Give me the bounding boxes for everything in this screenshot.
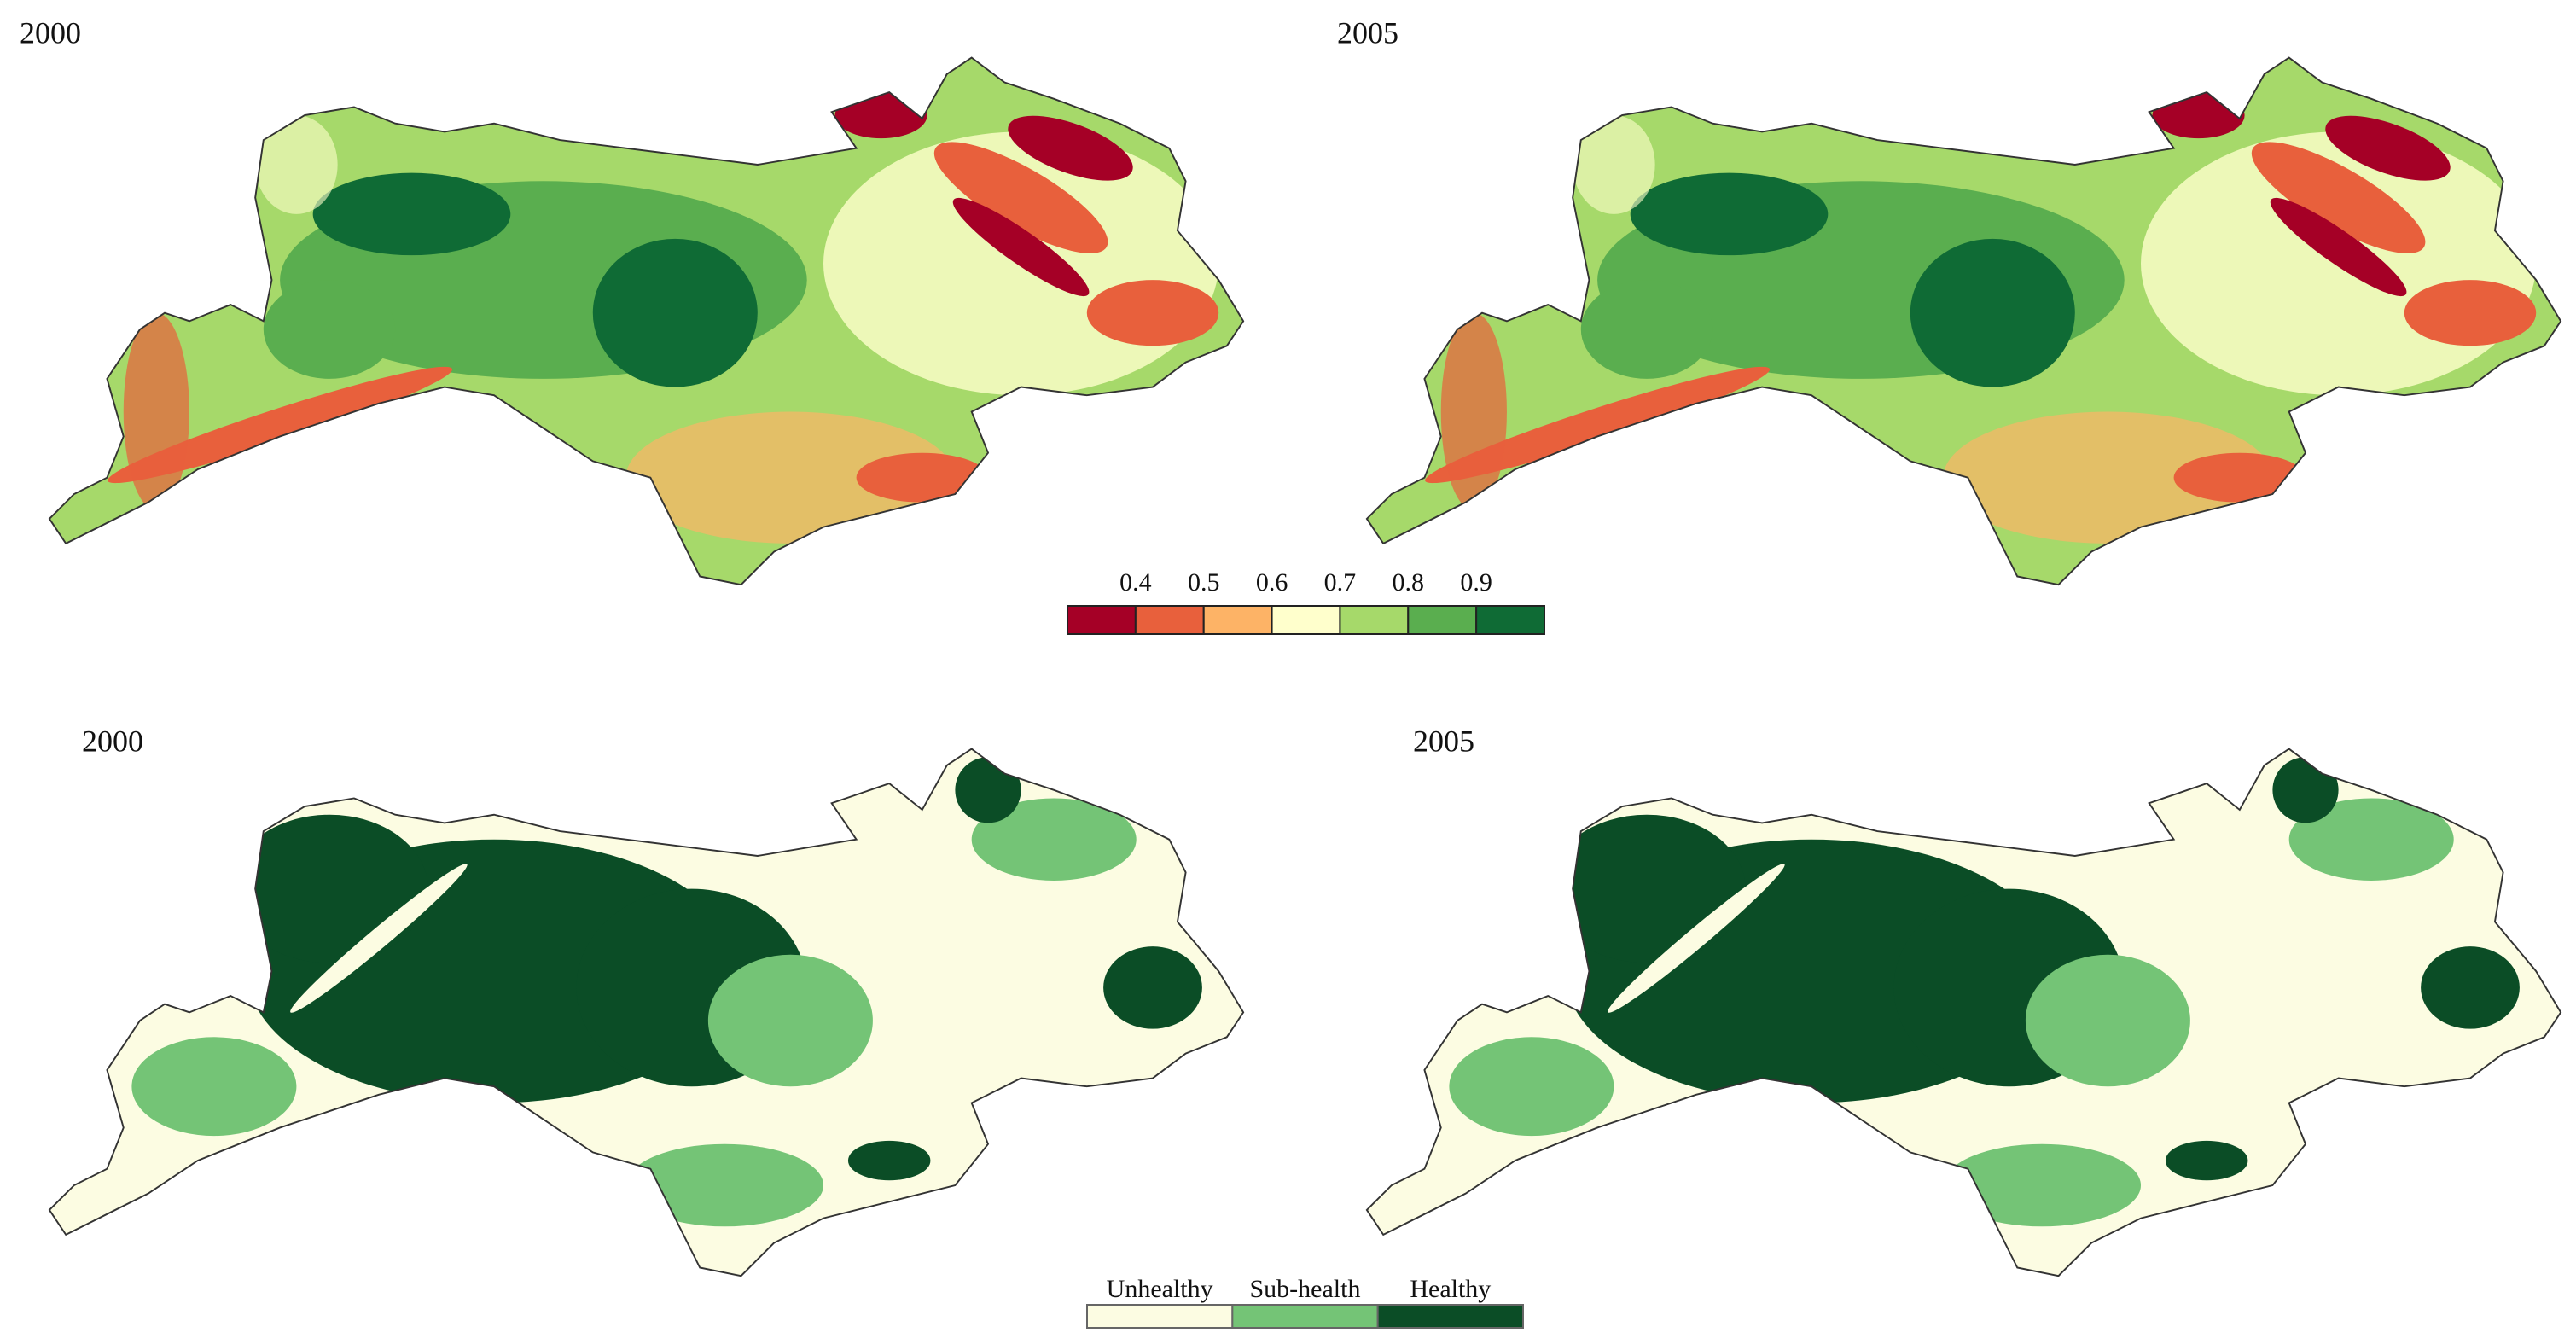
legend-tick-label: 0.6 (1256, 568, 1288, 596)
legend-swatch (1339, 605, 1410, 635)
legend-swatch (1271, 605, 1341, 635)
legend-swatch (1475, 605, 1545, 635)
legend-label: Healthy (1410, 1275, 1491, 1303)
legend-swatch (1231, 1304, 1379, 1329)
legend-swatch (1086, 1304, 1234, 1329)
legend-label: Unhealthy (1107, 1275, 1213, 1303)
map (1317, 0, 2576, 659)
legend-swatch (1407, 605, 1478, 635)
legend-tick-label: 0.5 (1188, 568, 1220, 596)
legend-swatch (1134, 605, 1205, 635)
legend-tick-label: 0.8 (1393, 568, 1425, 596)
legend-swatch (1067, 605, 1137, 635)
panel-label: 2005 (1413, 724, 1474, 758)
legend-swatch (1376, 1304, 1524, 1329)
legend-swatch (1202, 605, 1273, 635)
panel-label: 2000 (20, 15, 81, 49)
panel-label: 2000 (82, 724, 143, 758)
map (1317, 691, 2576, 1344)
panel-label: 2005 (1337, 15, 1398, 49)
legend-tick-label: 0.4 (1119, 568, 1152, 596)
legend-tick-label: 0.7 (1324, 568, 1357, 596)
map (0, 0, 1317, 659)
legend-label: Sub-health (1250, 1275, 1361, 1303)
legend-tick-label: 0.9 (1460, 568, 1492, 596)
map (0, 691, 1317, 1344)
